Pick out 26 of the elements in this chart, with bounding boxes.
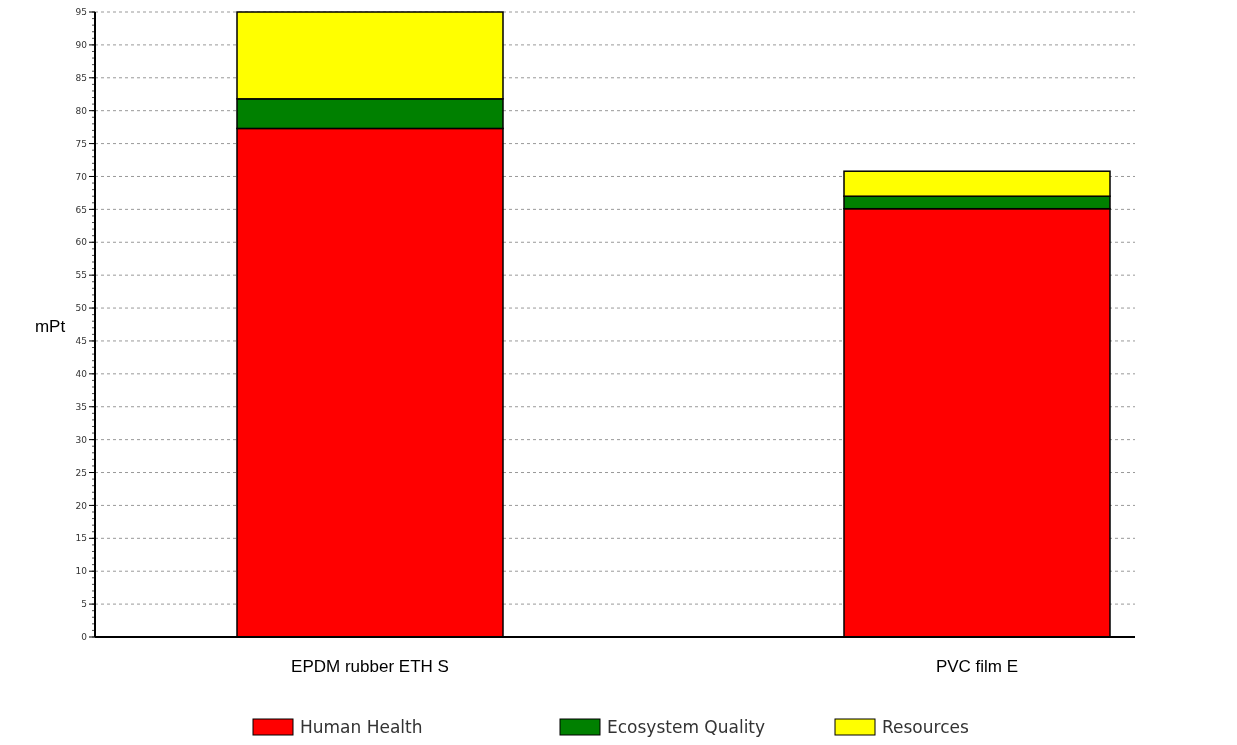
y-tick-label: 50 [75,303,88,314]
y-tick-label: 30 [75,434,88,445]
legend-label: Ecosystem Quality [607,717,766,737]
y-tick-label: 15 [75,533,87,544]
y-tick-label: 5 [81,599,87,610]
y-tick-label: 35 [75,401,87,412]
y-tick-label: 95 [75,7,87,18]
y-tick-label: 75 [75,138,87,149]
y-tick-label: 40 [75,368,88,379]
legend-label: Resources [882,717,969,737]
x-tick-label: PVC film E [935,657,1019,676]
y-tick-label: 45 [75,336,87,347]
legend-label: Human Health [300,717,423,737]
y-axis-title: mPt [34,317,66,336]
y-tick-label: 90 [75,40,88,51]
y-tick-label: 85 [75,72,87,83]
y-tick-label: 60 [75,237,88,248]
y-tick-label: 65 [75,204,87,215]
y-tick-label: 10 [75,566,88,577]
y-tick-label: 25 [75,467,87,478]
y-tick-label: 0 [81,632,88,643]
y-tick-label: 70 [75,171,88,182]
y-tick-label: 80 [75,105,88,116]
x-tick-label: EPDM rubber ETH S [291,657,449,676]
y-tick-label: 55 [75,270,87,281]
y-tick-label: 20 [75,500,88,511]
